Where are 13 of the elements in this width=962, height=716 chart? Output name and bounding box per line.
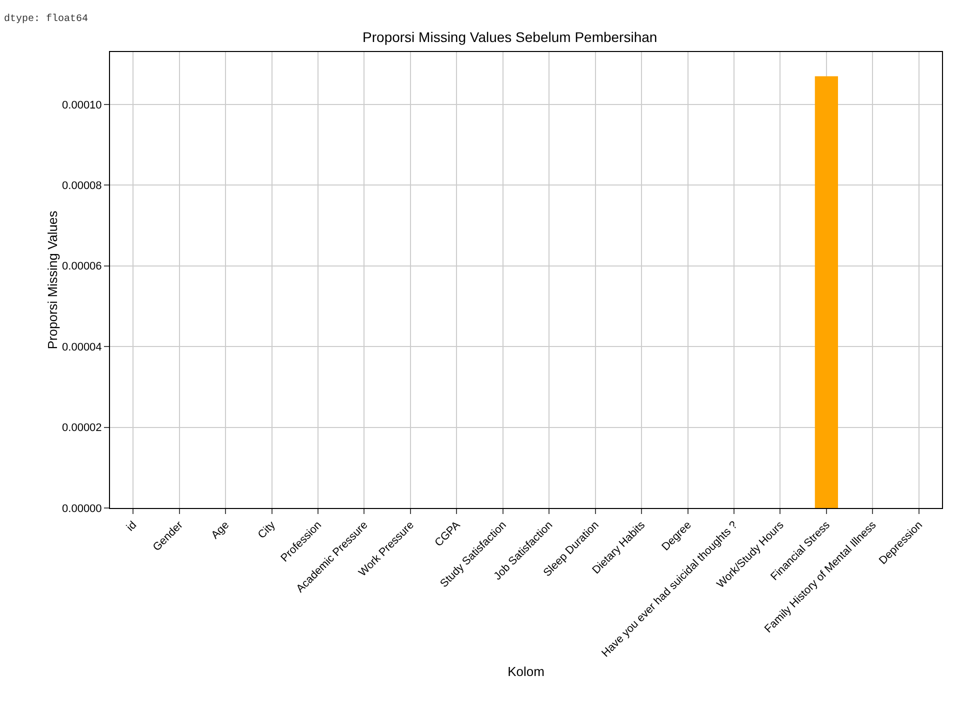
y-axis-title: Proporsi Missing Values [45, 210, 60, 350]
y-tick-label: 0.00000 [62, 502, 102, 515]
text: dtype: float64 [4, 13, 88, 25]
x-tick-label: Age [209, 519, 232, 542]
y-tick-label: 0.00004 [62, 341, 102, 354]
x-tick-label: id [124, 519, 140, 534]
y-tick-label: 0.00008 [62, 180, 102, 192]
y-tick-label: 0.00006 [62, 260, 102, 273]
y-tick-label: 0.00010 [62, 99, 102, 112]
chart-title: Proporsi Missing Values Sebelum Pembersihan [362, 29, 658, 46]
y-tick-label: 0.00002 [62, 422, 102, 434]
x-axis-title: Kolom [508, 664, 544, 680]
x-tick-label: City [256, 518, 278, 542]
